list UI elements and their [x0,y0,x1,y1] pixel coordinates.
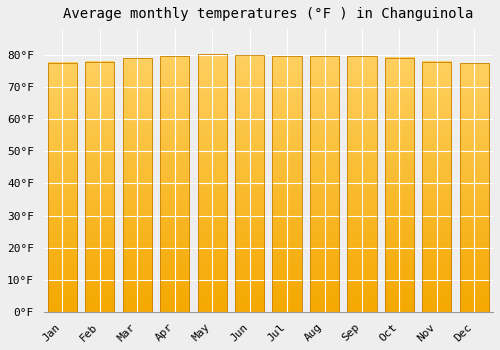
Bar [385,58,414,312]
Title: Average monthly temperatures (°F ) in Changuinola: Average monthly temperatures (°F ) in Ch… [63,7,474,21]
Bar [235,55,264,312]
Bar [160,56,190,312]
Bar [310,56,339,312]
Bar [85,62,114,312]
Bar [348,56,376,312]
Bar [198,55,227,312]
Bar [460,63,489,312]
Bar [272,56,302,312]
Bar [48,63,77,312]
Bar [422,62,452,312]
Bar [122,58,152,312]
